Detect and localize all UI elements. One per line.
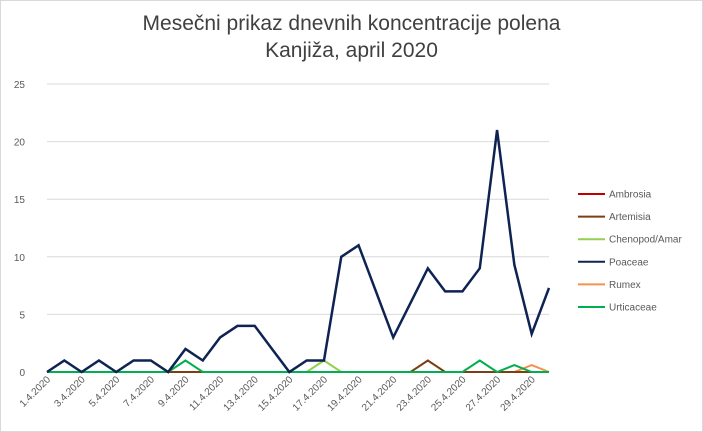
series-line-urticaceae bbox=[47, 359, 549, 374]
y-tick-label: 5 bbox=[19, 310, 25, 321]
legend: Ambrosia Artemisia Chenopod/Amar Poaceae Rum… bbox=[578, 190, 682, 314]
x-tick-label: 15.4.2020 bbox=[256, 374, 296, 414]
series-line-poaceae bbox=[46, 129, 551, 374]
legend-label: Artemisia bbox=[609, 212, 651, 223]
legend-label: Rumex bbox=[609, 280, 641, 291]
gridlines bbox=[47, 83, 549, 373]
legend-label: Poaceae bbox=[609, 257, 649, 268]
legend-item: Urticaceae bbox=[578, 303, 657, 314]
y-tick-label: 15 bbox=[14, 195, 26, 206]
x-tick-label: 19.4.2020 bbox=[325, 374, 365, 414]
y-tick-label: 10 bbox=[14, 253, 26, 264]
x-tick-label: 23.4.2020 bbox=[395, 374, 435, 414]
x-axis: 1.4.2020 3.4.2020 5.4.2020 7.4.2020 9.4.2020… bbox=[18, 374, 538, 414]
x-tick-label: 9.4.2020 bbox=[156, 374, 192, 410]
x-tick-label: 1.4.2020 bbox=[18, 374, 54, 410]
y-tick-label: 25 bbox=[14, 80, 26, 91]
legend-label: Urticaceae bbox=[609, 303, 657, 314]
y-tick-label: 20 bbox=[14, 138, 26, 149]
x-tick-label: 17.4.2020 bbox=[291, 374, 331, 414]
x-tick-label: 5.4.2020 bbox=[87, 374, 123, 410]
x-tick-label: 3.4.2020 bbox=[52, 374, 88, 410]
x-tick-label: 29.4.2020 bbox=[499, 374, 539, 414]
legend-item: Ambrosia bbox=[578, 190, 652, 201]
x-tick-label: 27.4.2020 bbox=[464, 374, 504, 414]
chart-title-line: Mesečni prikaz dnevnih koncentracije pol… bbox=[142, 12, 561, 35]
x-tick-label: 21.4.2020 bbox=[360, 374, 400, 414]
chart-subtitle-line: Kanjiža, april 2020 bbox=[265, 39, 438, 62]
legend-item: Rumex bbox=[578, 280, 641, 291]
legend-item: Poaceae bbox=[578, 257, 649, 268]
legend-label: Ambrosia bbox=[609, 190, 652, 201]
x-tick-label: 13.4.2020 bbox=[222, 374, 262, 414]
series-lines bbox=[46, 129, 551, 374]
legend-item: Chenopod/Amar bbox=[578, 235, 682, 246]
x-tick-label: 7.4.2020 bbox=[122, 374, 158, 410]
legend-label: Chenopod/Amar bbox=[609, 235, 682, 246]
x-tick-label: 11.4.2020 bbox=[188, 374, 227, 413]
y-axis: 0 5 10 15 20 25 bbox=[14, 80, 26, 379]
y-tick-label: 0 bbox=[19, 368, 25, 379]
chart-title: Mesečni prikaz dnevnih koncentracije pol… bbox=[0, 10, 703, 64]
x-tick-label: 25.4.2020 bbox=[429, 374, 469, 414]
legend-item: Artemisia bbox=[578, 212, 651, 223]
